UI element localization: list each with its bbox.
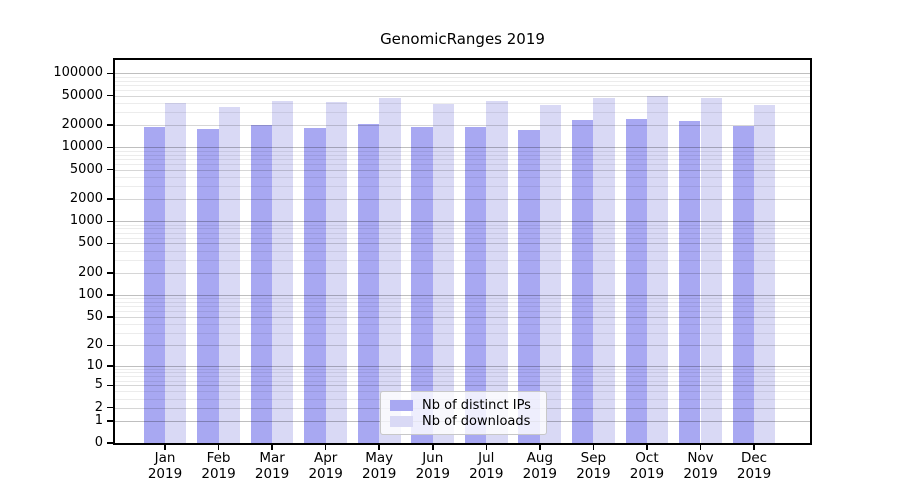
x-axis-tick <box>164 443 166 450</box>
bar-distinct-ips-aug <box>518 129 540 443</box>
bar-distinct-ips-jul <box>464 127 487 443</box>
legend-label-downloads: Nb of downloads <box>422 413 531 429</box>
x-axis-tick <box>271 443 273 450</box>
y-tick-label: 10 <box>86 358 103 374</box>
bar-downloads-aug <box>539 105 562 443</box>
y-axis-tick <box>107 94 115 97</box>
bar-downloads-jul <box>486 100 508 443</box>
y-tick-label: 0 <box>94 435 103 450</box>
bar-downloads-mar <box>272 101 294 443</box>
y-tick-label: 1 <box>94 412 103 428</box>
bar-downloads-apr <box>325 102 348 443</box>
x-tick-label: May 2019 <box>362 450 397 482</box>
legend-item-downloads: Nb of downloads <box>390 414 537 429</box>
bar-distinct-ips-oct <box>625 119 647 443</box>
x-axis-tick <box>432 443 434 450</box>
legend-swatch-distinct-ips <box>390 399 413 411</box>
x-axis-tick <box>646 443 648 450</box>
gridline <box>115 89 810 91</box>
y-tick-label: 20000 <box>61 117 103 133</box>
x-axis-tick <box>753 443 755 450</box>
y-axis-tick <box>107 442 115 444</box>
x-axis-tick <box>592 443 595 450</box>
x-tick-label: Sep 2019 <box>576 450 611 482</box>
bar-downloads-may <box>379 98 401 443</box>
x-axis-tick <box>699 443 702 450</box>
y-axis-tick <box>107 406 115 409</box>
y-axis-tick <box>107 344 115 347</box>
y-tick-label: 5 <box>94 377 103 393</box>
y-tick-label: 50000 <box>61 87 103 103</box>
bar-downloads-jan <box>165 103 187 443</box>
bar-downloads-dec <box>754 105 776 443</box>
y-axis-tick <box>107 272 115 274</box>
x-tick-label: Nov 2019 <box>683 450 718 482</box>
gridline <box>115 73 810 75</box>
y-tick-label: 10000 <box>61 139 103 155</box>
x-axis-tick <box>324 443 327 450</box>
y-axis-tick <box>107 316 115 318</box>
x-tick-label: Oct 2019 <box>629 450 665 482</box>
bar-distinct-ips-sep <box>572 120 594 443</box>
legend-item-distinct-ips: Nb of distinct IPs <box>390 398 537 413</box>
y-axis-tick <box>107 220 115 223</box>
bar-downloads-feb <box>218 107 240 443</box>
y-axis-tick <box>107 124 115 126</box>
y-tick-label: 2000 <box>69 191 103 207</box>
gridline <box>115 80 810 82</box>
x-axis-tick <box>485 443 488 450</box>
bar-distinct-ips-may <box>357 123 380 443</box>
x-axis-tick <box>539 443 541 450</box>
bar-downloads-oct <box>646 96 669 443</box>
y-axis-tick <box>107 242 115 245</box>
x-axis-tick <box>217 443 220 450</box>
bar-downloads-sep <box>593 97 615 443</box>
x-tick-label: Mar 2019 <box>254 450 290 482</box>
gridline <box>115 95 810 97</box>
bar-distinct-ips-jan <box>143 127 165 443</box>
legend-swatch-downloads <box>390 415 413 427</box>
y-tick-label: 100000 <box>53 65 103 81</box>
y-tick-label: 200 <box>78 264 103 280</box>
x-axis-tick <box>378 443 380 450</box>
x-tick-label: Jul 2019 <box>469 450 504 482</box>
bar-distinct-ips-apr <box>304 127 326 443</box>
x-tick-label: Dec 2019 <box>736 450 772 482</box>
legend: Nb of distinct IPs Nb of downloads <box>380 391 547 435</box>
bar-distinct-ips-dec <box>732 126 755 443</box>
y-axis-tick <box>107 384 115 387</box>
y-axis-tick <box>107 420 115 422</box>
y-axis-tick <box>107 365 115 367</box>
y-axis-tick <box>107 168 115 171</box>
x-tick-label: Jun 2019 <box>415 450 450 482</box>
chart-title: GenomicRanges 2019 <box>380 30 545 48</box>
bar-distinct-ips-feb <box>197 128 219 443</box>
y-tick-label: 500 <box>78 235 103 251</box>
bar-distinct-ips-jun <box>411 127 433 443</box>
bar-downloads-jun <box>432 104 455 443</box>
bar-distinct-ips-nov <box>679 120 701 443</box>
y-tick-label: 100 <box>78 286 103 302</box>
x-tick-label: Feb 2019 <box>201 450 236 482</box>
gridline <box>115 84 810 86</box>
bar-distinct-ips-mar <box>250 125 273 443</box>
x-tick-label: Aug 2019 <box>522 450 558 482</box>
y-tick-label: 20 <box>86 337 103 353</box>
y-tick-label: 50 <box>86 308 103 324</box>
legend-label-distinct-ips: Nb of distinct IPs <box>422 397 531 413</box>
y-axis-tick <box>107 294 115 296</box>
y-axis-tick <box>107 72 115 75</box>
y-tick-label: 1000 <box>69 213 103 229</box>
bar-downloads-nov <box>700 97 722 443</box>
x-tick-label: Apr 2019 <box>308 450 343 482</box>
y-axis-tick <box>107 146 115 149</box>
y-tick-label: 2 <box>94 399 103 415</box>
x-tick-label: Jan 2019 <box>147 450 183 482</box>
y-axis-tick <box>107 198 115 200</box>
y-tick-label: 5000 <box>69 161 103 177</box>
gridline <box>115 76 810 78</box>
